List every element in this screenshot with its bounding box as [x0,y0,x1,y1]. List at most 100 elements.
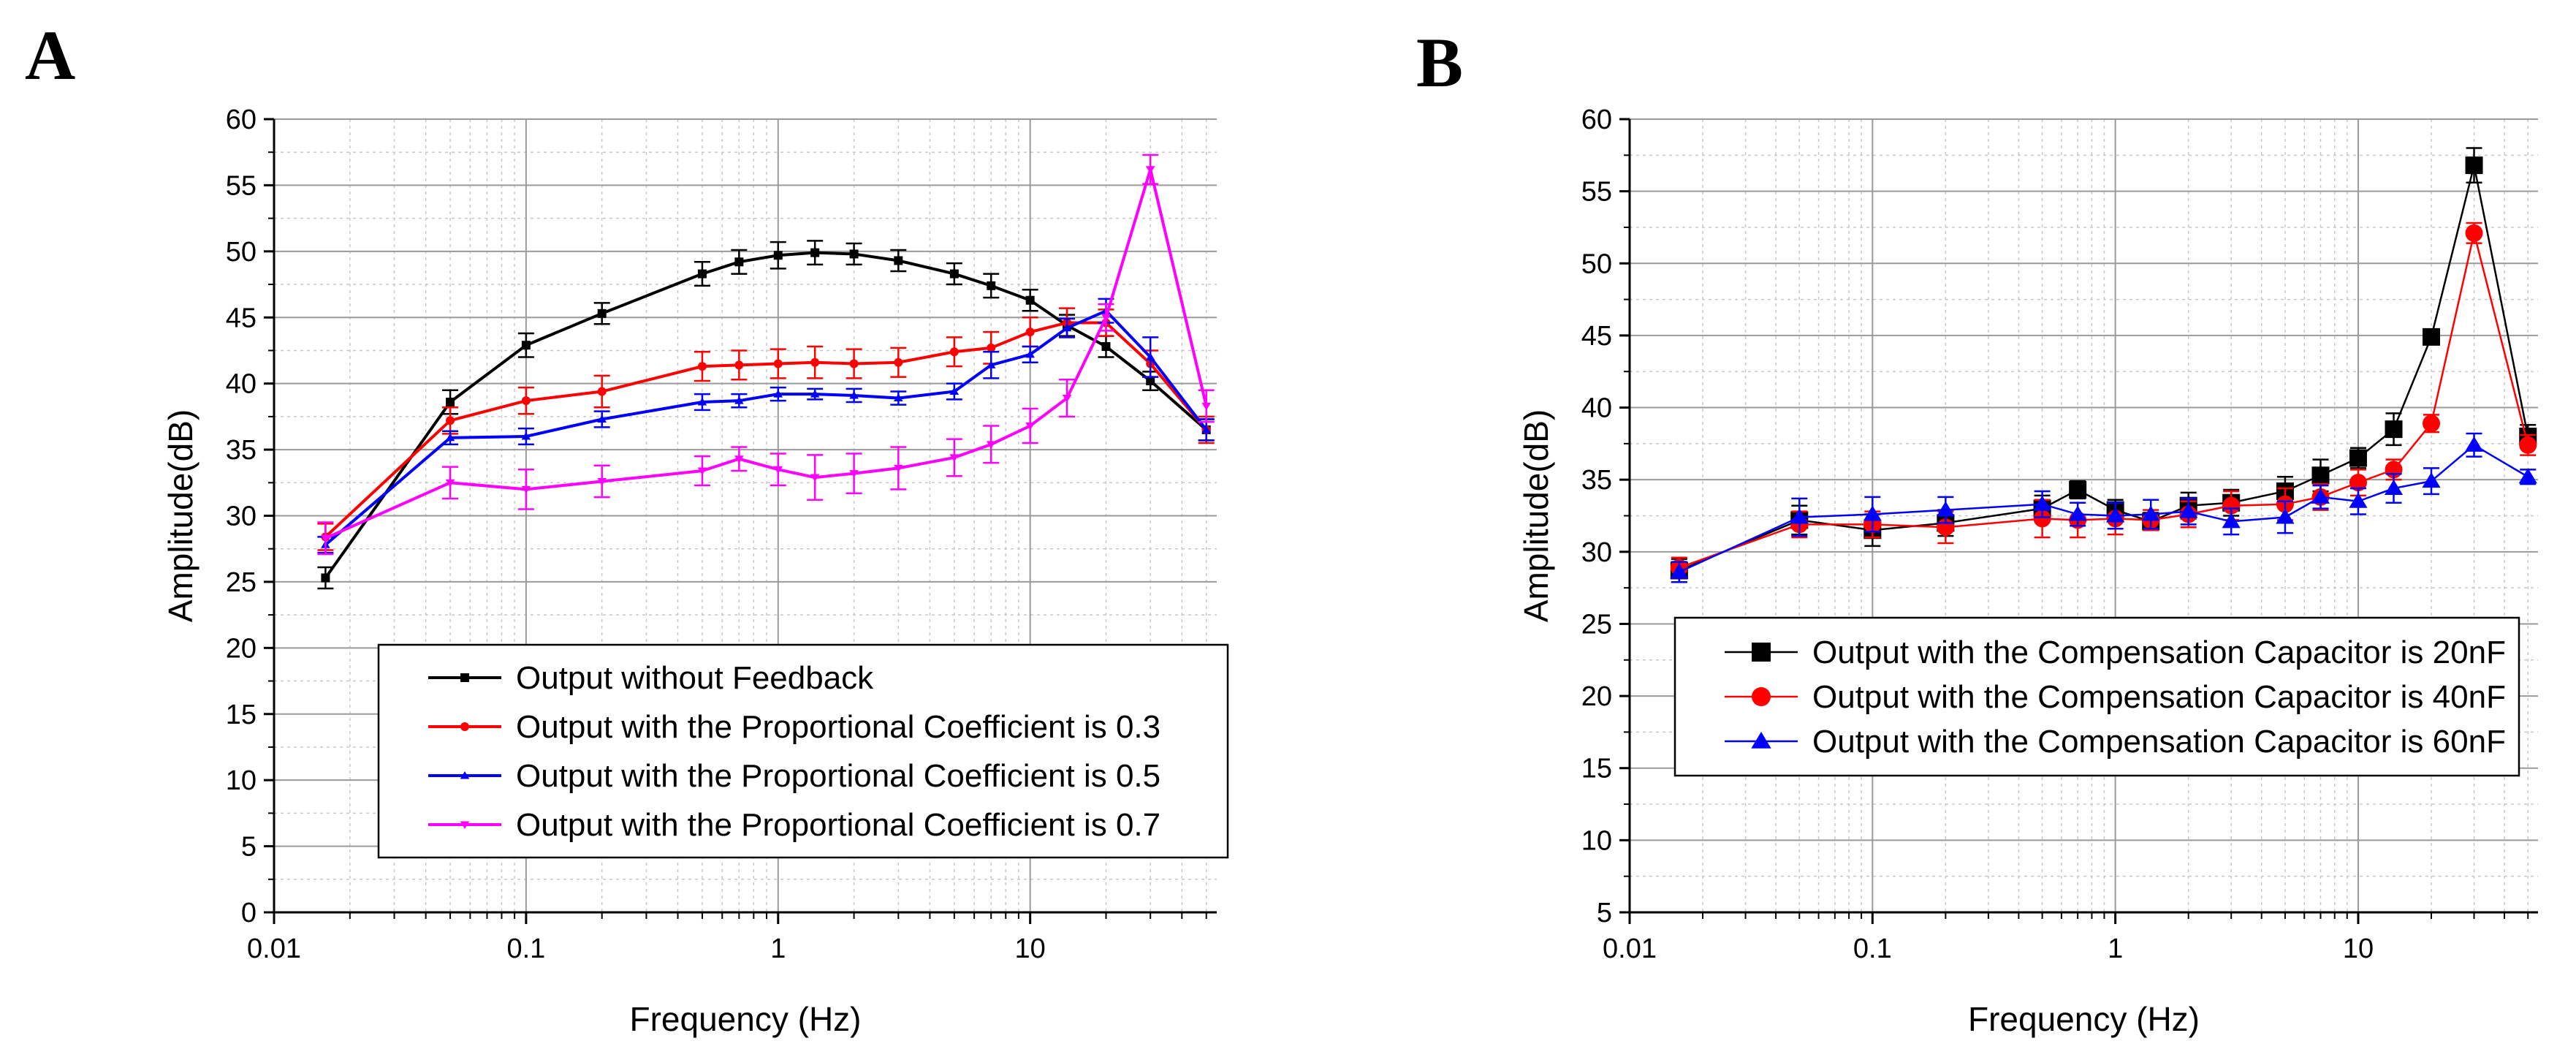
x-tick-label: 10 [1015,934,1046,964]
data-point [2106,507,2125,523]
data-point [810,474,820,482]
x-tick-label: 0.1 [1853,934,1892,964]
data-point [2069,480,2087,499]
x-tick-label: 0.01 [1603,934,1657,964]
data-point [1062,395,1072,403]
data-point [2518,468,2537,484]
data-point [521,396,531,406]
y-tick-label: 45 [1581,321,1612,352]
data-point [773,466,783,474]
series-3 [317,298,1215,554]
data-point [597,308,607,318]
data-point [445,479,455,488]
panel-label-b: B [1416,23,1463,102]
series-line [1679,444,2528,573]
legend-item: Output with the Proportional Coefficient… [428,758,1160,794]
data-point [2033,495,2052,511]
data-point [949,387,960,395]
data-point [1025,295,1035,305]
legend-marker [1751,732,1771,749]
data-point [2311,488,2330,504]
legend-label: Output with the Compensation Capacitor i… [1812,635,2506,670]
data-point [773,390,783,398]
data-point [1201,402,1212,411]
data-point [734,360,744,370]
data-point [2222,496,2241,515]
data-point [597,477,607,486]
legend-box [377,643,1229,859]
data-point [949,454,960,462]
legend-marker [460,722,469,731]
data-point [2222,512,2241,529]
data-point [1101,314,1111,322]
data-point [1025,328,1035,337]
data-point [446,397,455,406]
y-axis-title: Amplitude(dB) [1517,409,1555,622]
data-point [894,393,903,402]
series-line [324,251,1208,579]
y-tick-label: 35 [226,435,257,466]
data-point [1145,352,1155,360]
data-point [1863,505,1882,521]
data-point [1062,323,1072,332]
series-line [324,163,1208,540]
data-point [697,269,707,279]
legend-label: Output with the Proportional Coefficient… [516,807,1160,843]
y-tick-label: 5 [241,832,257,863]
data-point [1101,342,1111,352]
data-point [2423,328,2441,346]
data-point [2423,414,2441,433]
y-tick-label: 15 [226,700,257,730]
data-point [734,257,744,267]
legend-label: Output with the Compensation Capacitor i… [1812,679,2506,715]
series-3 [1670,432,2537,583]
data-point [2349,492,2368,508]
data-point [849,359,859,368]
legend-box [1673,616,2520,777]
data-point [1146,376,1155,386]
series-line [324,308,1208,546]
legend-label: Output with the Compensation Capacitor i… [1812,724,2506,760]
data-point [810,357,820,367]
series-2 [1670,222,2537,579]
panel-b: B 5 10 15 20 25 30 35 40 45 50 55 60 0.01 0.1 1 10 Frequ… [1416,23,2538,1038]
data-point [2311,466,2330,485]
data-point [773,359,783,368]
data-point [697,397,707,406]
y-tick-label: 35 [1581,465,1612,496]
data-point [810,390,820,398]
data-point [986,441,996,449]
data-point [894,464,903,473]
y-tick-label: 40 [226,369,257,400]
y-tick-label: 60 [226,105,257,135]
data-point [2276,508,2295,524]
data-point [987,343,996,352]
data-point [697,362,707,371]
legend-item: Output with the Proportional Coefficient… [428,807,1160,843]
legend-marker [460,771,470,779]
data-point [445,433,455,442]
legend: Output with the Compensation Capacitor i… [1673,616,2520,777]
y-tick-label: 20 [1581,681,1612,712]
data-point [321,573,330,583]
data-point [894,357,903,367]
data-point [597,387,607,396]
data-point [1936,501,1955,517]
series-4 [317,154,1215,556]
data-point [2464,436,2484,452]
data-point [2349,474,2367,492]
y-tick-label: 5 [1597,898,1612,928]
y-tick-label: 10 [1581,825,1612,856]
panel-label-a: A [25,16,75,94]
data-point [949,269,959,279]
legend-marker [1752,687,1771,706]
y-axis-title: Amplitude(dB) [162,409,200,622]
legend-item: Output with the Proportional Coefficient… [428,709,1160,745]
data-point [2465,156,2483,175]
data-point [2033,510,2051,528]
data-point [2384,480,2404,496]
series-1 [317,240,1215,590]
data-point [949,347,959,357]
data-point [321,534,330,543]
y-tick-label: 50 [226,237,257,268]
